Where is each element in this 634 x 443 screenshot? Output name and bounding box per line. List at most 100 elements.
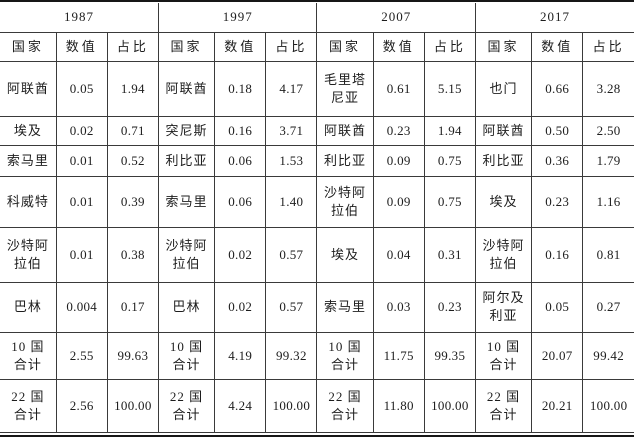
value-cell: 0.02 [55, 115, 108, 146]
column-header-row: 国家 数值 占比 国家 数值 占比 国家 数值 占比 国家 数值 占比 [0, 31, 634, 62]
country-cell: 阿联酋 [316, 115, 374, 146]
value-cell: 20.07 [531, 331, 584, 380]
value-cell: 4.24 [214, 378, 267, 433]
country-cell: 突尼斯 [157, 115, 216, 146]
table-row: 沙特阿 拉伯 0.01 0.38 沙特阿 拉伯 0.02 0.57 埃及 0.0… [0, 226, 634, 283]
value-cell: 0.50 [531, 115, 584, 146]
share-cell: 1.94 [423, 115, 476, 146]
value-cell: 0.23 [372, 115, 425, 146]
country-cell: 毛里塔 尼亚 [316, 60, 374, 117]
share-cell: 0.17 [106, 281, 159, 333]
share-cell: 99.63 [106, 331, 159, 380]
share-cell: 0.75 [423, 144, 476, 177]
value-cell: 0.66 [531, 60, 584, 117]
country-cell: 索马里 [157, 175, 216, 228]
country-cell: 22 国 合计 [157, 378, 216, 433]
country-cell: 索马里 [316, 281, 374, 333]
share-cell: 100.00 [106, 378, 159, 433]
country-cell: 科威特 [0, 175, 57, 228]
country-cell: 利比亚 [316, 144, 374, 177]
col-header-share: 占比 [265, 31, 318, 62]
col-header-value: 数值 [55, 31, 108, 62]
share-cell: 100.00 [582, 378, 634, 433]
country-cell: 巴林 [0, 281, 57, 333]
share-cell: 100.00 [423, 378, 476, 433]
country-cell: 沙特阿 拉伯 [157, 226, 216, 283]
value-cell: 0.01 [55, 175, 108, 228]
country-cell: 阿联酋 [474, 115, 533, 146]
year-header: 2007 [316, 3, 476, 33]
year-header: 1987 [0, 3, 159, 33]
share-cell: 0.39 [106, 175, 159, 228]
table-row: 索马里 0.01 0.52 利比亚 0.06 1.53 利比亚 0.09 0.7… [0, 144, 634, 177]
share-cell: 2.50 [582, 115, 634, 146]
col-header-value: 数值 [531, 31, 584, 62]
share-cell: 1.94 [106, 60, 159, 117]
country-cell: 22 国 合计 [474, 378, 533, 433]
country-cell: 10 国 合计 [0, 331, 57, 380]
country-cell: 10 国 合计 [316, 331, 374, 380]
year-header-row: 1987 1997 2007 2017 [0, 3, 634, 33]
value-cell: 0.09 [372, 144, 425, 177]
share-cell: 100.00 [265, 378, 318, 433]
value-cell: 0.16 [214, 115, 267, 146]
share-cell: 99.35 [423, 331, 476, 380]
value-cell: 0.01 [55, 226, 108, 283]
value-cell: 0.02 [214, 281, 267, 333]
col-header-value: 数值 [214, 31, 267, 62]
table-row: 巴林 0.004 0.17 巴林 0.02 0.57 索马里 0.03 0.23… [0, 281, 634, 333]
share-cell: 0.23 [423, 281, 476, 333]
share-cell: 0.52 [106, 144, 159, 177]
country-cell: 10 国 合计 [474, 331, 533, 380]
subtotal-row: 10 国 合计 2.55 99.63 10 国 合计 4.19 99.32 10… [0, 331, 634, 380]
share-cell: 99.32 [265, 331, 318, 380]
country-cell: 沙特阿 拉伯 [316, 175, 374, 228]
value-cell: 0.23 [531, 175, 584, 228]
value-cell: 2.56 [55, 378, 108, 433]
country-cell: 阿联酋 [0, 60, 57, 117]
share-cell: 5.15 [423, 60, 476, 117]
share-cell: 3.71 [265, 115, 318, 146]
value-cell: 4.19 [214, 331, 267, 380]
country-cell: 沙特阿 拉伯 [474, 226, 533, 283]
value-cell: 0.16 [531, 226, 584, 283]
share-cell: 0.57 [265, 281, 318, 333]
value-cell: 0.06 [214, 144, 267, 177]
col-header-country: 国家 [474, 31, 533, 62]
share-cell: 99.42 [582, 331, 634, 380]
country-cell: 埃及 [316, 226, 374, 283]
value-cell: 0.09 [372, 175, 425, 228]
country-cell: 也门 [474, 60, 533, 117]
share-cell: 0.75 [423, 175, 476, 228]
share-cell: 0.71 [106, 115, 159, 146]
value-cell: 0.02 [214, 226, 267, 283]
col-header-share: 占比 [582, 31, 634, 62]
value-cell: 0.04 [372, 226, 425, 283]
value-cell: 0.05 [531, 281, 584, 333]
share-cell: 1.16 [582, 175, 634, 228]
value-cell: 11.80 [372, 378, 425, 433]
value-cell: 2.55 [55, 331, 108, 380]
table-row: 阿联酋 0.05 1.94 阿联酋 0.18 4.17 毛里塔 尼亚 0.61 … [0, 60, 634, 117]
country-cell: 22 国 合计 [0, 378, 57, 433]
value-cell: 0.01 [55, 144, 108, 177]
value-cell: 0.18 [214, 60, 267, 117]
country-cell: 巴林 [157, 281, 216, 333]
year-header: 2017 [474, 3, 634, 33]
value-cell: 0.004 [55, 281, 108, 333]
col-header-share: 占比 [106, 31, 159, 62]
value-cell: 0.03 [372, 281, 425, 333]
country-cell: 22 国 合计 [316, 378, 374, 433]
share-cell: 1.53 [265, 144, 318, 177]
col-header-country: 国家 [157, 31, 216, 62]
col-header-share: 占比 [423, 31, 476, 62]
country-cell: 阿联酋 [157, 60, 216, 117]
share-cell: 4.17 [265, 60, 318, 117]
share-cell: 0.31 [423, 226, 476, 283]
country-cell: 埃及 [474, 175, 533, 228]
table-row: 埃及 0.02 0.71 突尼斯 0.16 3.71 阿联酋 0.23 1.94… [0, 115, 634, 146]
share-cell: 0.81 [582, 226, 634, 283]
share-cell: 0.27 [582, 281, 634, 333]
